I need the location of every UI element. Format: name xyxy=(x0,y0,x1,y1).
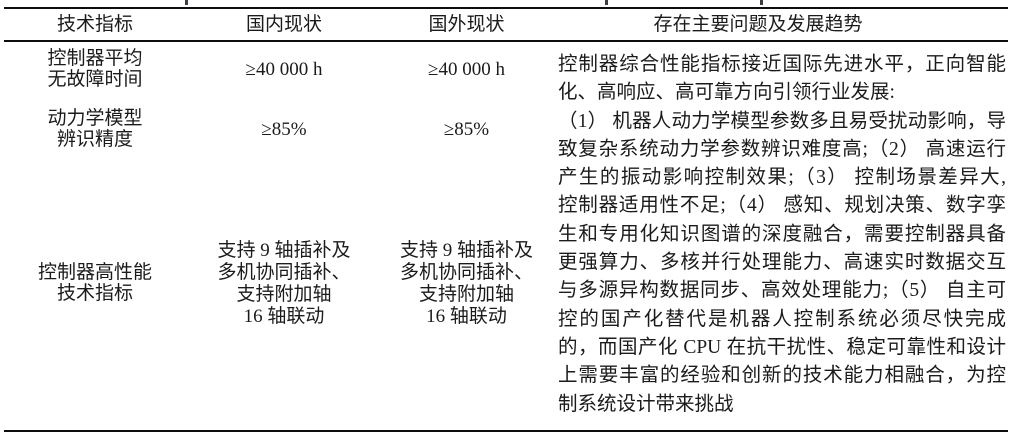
cropped-caption-descender xyxy=(185,0,188,5)
table-header-rule xyxy=(4,40,1008,42)
value-line: 支持附加轴 xyxy=(418,284,514,305)
cropped-caption-descender xyxy=(760,0,763,5)
value-line: 16 轴联动 xyxy=(243,306,325,327)
value-line: 多机协同插补、 xyxy=(217,262,351,283)
indicator-line: 辨识精度 xyxy=(56,129,133,150)
value-line: 多机协同插补、 xyxy=(399,262,533,283)
table-top-rule xyxy=(4,6,1008,10)
issues-line: 控制器综合性能指标接近国际先进水平，正向智能 xyxy=(558,54,1006,75)
row2-overseas-cell: ≥85% xyxy=(374,119,559,140)
cropped-caption-descender xyxy=(605,0,608,5)
value-line: ≥40 000 h xyxy=(428,59,505,80)
issues-line: 与多源异构数据同步、高效处理能力;（5） 自主可 xyxy=(558,280,1006,302)
row2-domestic-cell: ≥85% xyxy=(189,119,379,140)
row1-indicator-cell: 控制器平均 无故障时间 xyxy=(15,48,175,90)
row1-overseas-cell: ≥40 000 h xyxy=(374,59,559,80)
column-header-overseas: 国外现状 xyxy=(428,14,505,35)
issues-line: 产生的振动影响控制效果;（3） 控制场景差异大, xyxy=(558,167,1006,189)
indicator-line: 技术指标 xyxy=(56,283,133,304)
issues-line: 控的国产化替代是机器人控制系统必须尽快完成 xyxy=(558,308,1006,330)
row3-domestic-cell: 支持 9 轴插补及 多机协同插补、 支持附加轴 16 轴联动 xyxy=(189,240,379,328)
value-line: ≥85% xyxy=(443,119,490,140)
value-line: ≥40 000 h xyxy=(245,59,323,80)
row2-indicator-cell: 动力学模型 辨识精度 xyxy=(15,108,175,150)
row1-domestic-cell: ≥40 000 h xyxy=(189,59,379,80)
issues-line: 化、高响应、高可靠方向引领行业发展: xyxy=(558,82,895,104)
column-header-domestic: 国内现状 xyxy=(245,14,322,35)
value-line: 支持 9 轴插补及 xyxy=(399,240,533,261)
issues-line: 更强算力、多核并行处理能力、高速实时数据交互 xyxy=(558,252,1006,274)
issues-cell: 控制器综合性能指标接近国际先进水平，正向智能 化、高响应、高可靠方向引领行业发展… xyxy=(558,51,1006,419)
column-header-indicator: 技术指标 xyxy=(56,14,133,35)
row3-overseas-cell: 支持 9 轴插补及 多机协同插补、 支持附加轴 16 轴联动 xyxy=(374,240,559,328)
indicator-line: 控制器平均 xyxy=(47,48,143,69)
row3-indicator-cell: 控制器高性能 技术指标 xyxy=(15,262,175,304)
issues-line: 上需要丰富的经验和创新的技术能力相融合，为控 xyxy=(558,365,1006,387)
issues-line: 控制器适用性不足;（4） 感知、规划决策、数字孪 xyxy=(558,195,1006,217)
indicator-line: 无故障时间 xyxy=(47,69,143,90)
table-bottom-rule xyxy=(4,429,1008,433)
column-header-issues: 存在主要问题及发展趋势 xyxy=(653,14,863,35)
issues-line: 的，而国产化 CPU 在抗干扰性、稳定可靠性和设计 xyxy=(558,336,1006,358)
issues-line: 生和专用化知识图谱的深度融合，需要控制器具备 xyxy=(558,223,1006,245)
value-line: 16 轴联动 xyxy=(426,306,507,327)
indicator-line: 动力学模型 xyxy=(47,108,143,129)
issues-line: 致复杂系统动力学参数辨识难度高;（2） 高速运行 xyxy=(558,138,1006,160)
issues-line: 制系统设计带来挑战 xyxy=(558,393,734,415)
value-line: ≥85% xyxy=(261,119,307,140)
value-line: 支持附加轴 xyxy=(236,284,332,305)
value-line: 支持 9 轴插补及 xyxy=(217,240,351,261)
issues-line: （1） 机器人动力学模型参数多且易受扰动影响，导 xyxy=(558,110,1006,132)
indicator-line: 控制器高性能 xyxy=(37,262,152,283)
